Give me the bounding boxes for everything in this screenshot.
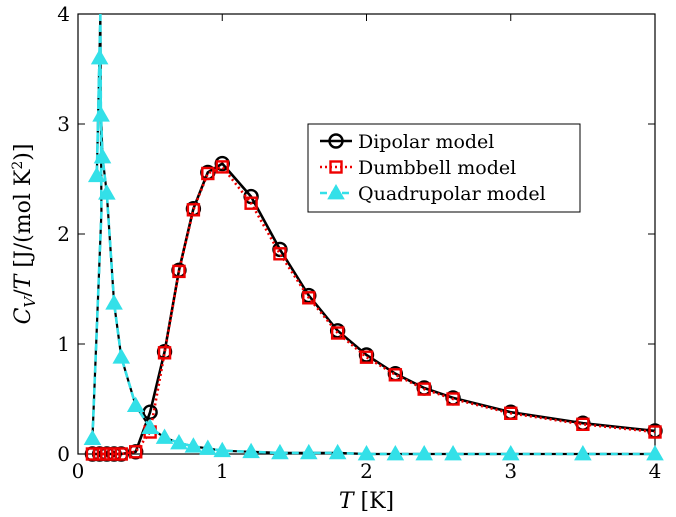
legend-swatch-marker: [329, 160, 343, 174]
data-point: [328, 443, 347, 460]
data-point: [576, 417, 590, 431]
data-point: [273, 247, 287, 261]
data-point: [574, 444, 592, 461]
data-point: [170, 433, 188, 450]
data-point: [90, 48, 109, 65]
data-point: [98, 184, 116, 200]
data-point: [300, 443, 318, 460]
y-tick-label: 2: [57, 222, 70, 246]
data-point: [184, 437, 203, 453]
data-point: [244, 196, 258, 210]
legend-swatch-marker: [327, 183, 345, 200]
x-axis-label: T [K]: [339, 489, 394, 514]
data-point: [87, 166, 106, 183]
data-point: [417, 382, 431, 396]
legend-label: Dumbbell model: [358, 157, 516, 179]
x-axis-label-symbol: T: [339, 489, 356, 514]
series-line-shadow: [91, 13, 655, 456]
legend-label: Dipolar model: [358, 131, 494, 153]
data-point: [646, 444, 664, 461]
data-point: [386, 444, 405, 461]
data-point: [112, 348, 131, 364]
data-point: [415, 444, 433, 461]
legend-label: Quadrupolar model: [358, 183, 546, 205]
data-point: [330, 326, 345, 340]
data-point: [242, 442, 260, 459]
series-triangle: [83, 13, 664, 461]
data-point: [93, 147, 112, 164]
y-tick-label: 1: [57, 332, 70, 356]
data-point: [444, 444, 462, 461]
x-tick-label: 2: [360, 459, 373, 483]
series-line: [91, 13, 655, 456]
data-point: [107, 447, 121, 461]
data-point: [302, 291, 316, 305]
data-point: [128, 445, 143, 459]
data-point: [126, 396, 145, 412]
data-point: [186, 203, 201, 217]
legend: Dipolar model Dumbbell model Quadrupolar m…: [307, 123, 581, 213]
data-point: [357, 444, 376, 461]
data-point: [172, 264, 186, 279]
y-tick-label: 3: [57, 112, 70, 136]
data-point: [83, 429, 102, 445]
data-point: [155, 428, 174, 444]
y-tick-label: 4: [57, 2, 70, 26]
legend-box: [307, 123, 581, 213]
data-point: [648, 425, 662, 439]
data-point: [92, 106, 110, 122]
data-point: [504, 406, 518, 420]
data-point: [199, 439, 217, 455]
data-point: [92, 447, 107, 461]
x-tick-label: 3: [504, 459, 517, 483]
data-point: [213, 441, 232, 458]
data-point: [114, 447, 128, 461]
data-point: [105, 294, 123, 310]
data-point: [501, 444, 520, 461]
y-axis-label: CV/T [J/(mol K2)]: [10, 144, 39, 325]
data-point: [100, 447, 114, 461]
y-tick-label: 0: [57, 442, 70, 466]
data-point: [388, 368, 403, 382]
data-point: [201, 166, 215, 181]
data-point: [85, 447, 100, 461]
x-axis-label-unit: [K]: [354, 489, 395, 514]
data-point: [271, 443, 289, 460]
legend-swatch-marker: [328, 133, 344, 149]
series-square: [85, 160, 662, 461]
series-layer: [83, 13, 664, 462]
x-tick-label: 0: [72, 459, 85, 483]
x-tick-label: 4: [649, 459, 662, 483]
data-point: [446, 392, 460, 406]
plot-area: [77, 13, 656, 455]
data-point: [359, 350, 374, 364]
data-point: [141, 418, 159, 434]
x-tick-label: 1: [216, 459, 229, 483]
axis-ticks: 0 1 2 3 4 0 1 2 3 4: [57, 2, 661, 483]
data-point: [215, 160, 229, 174]
data-point: [157, 346, 172, 360]
